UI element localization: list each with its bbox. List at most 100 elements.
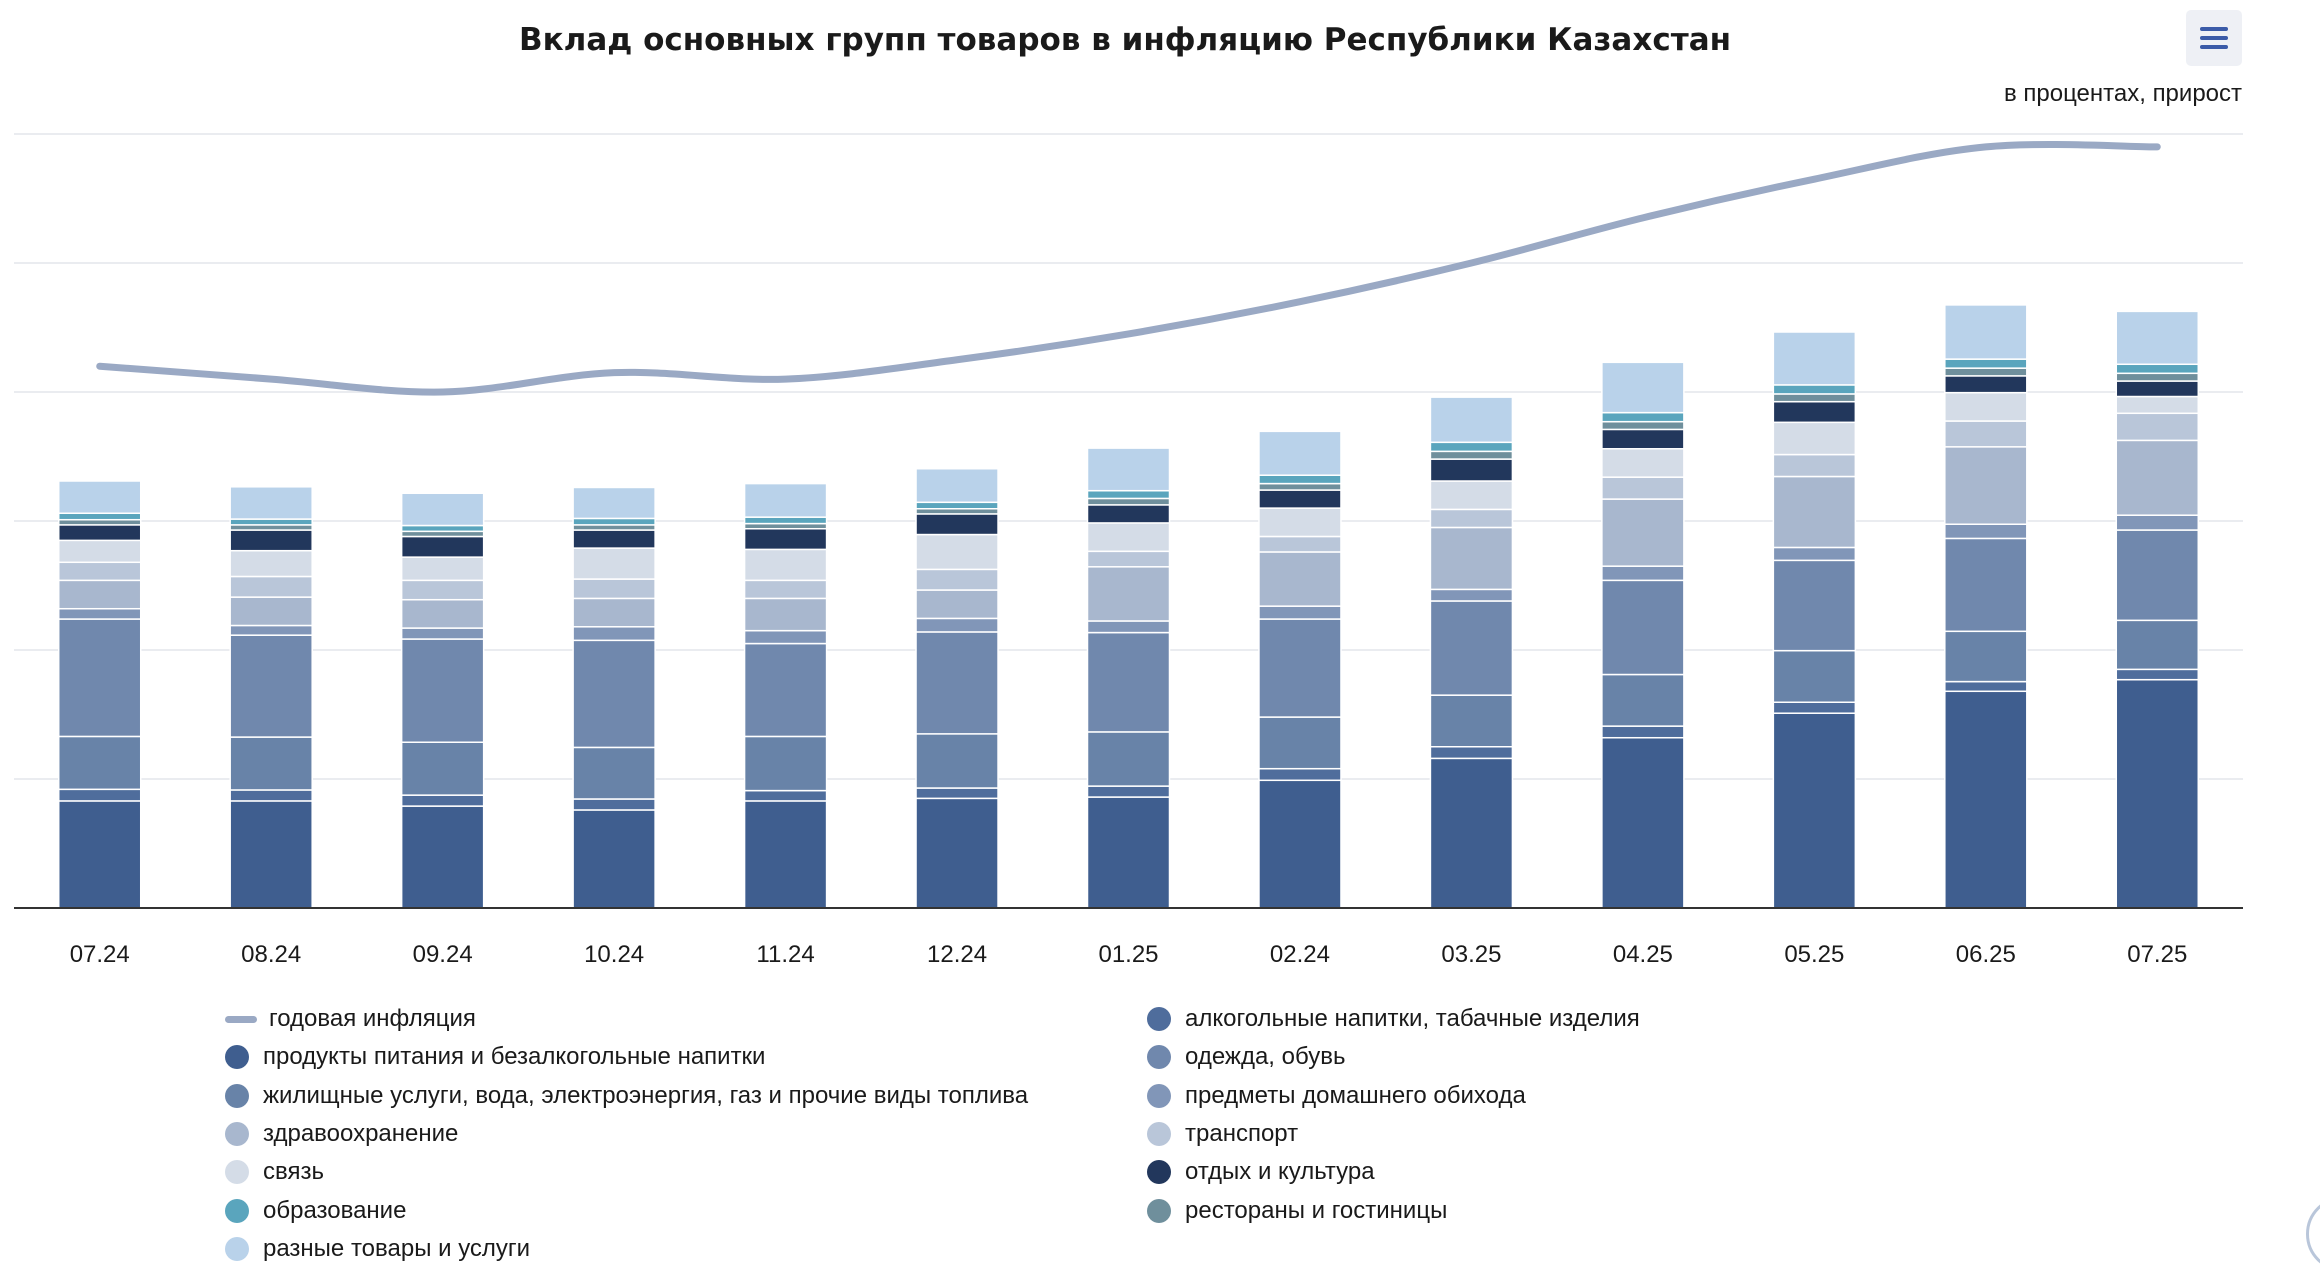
bar-segment[interactable] <box>1429 458 1514 482</box>
legend-item[interactable]: продукты питания и безалкогольные напитк… <box>225 1043 765 1071</box>
bar-segment[interactable] <box>1086 785 1171 798</box>
bar-segment[interactable] <box>1258 551 1342 607</box>
bar-segment[interactable] <box>1772 331 1857 386</box>
bar-segment[interactable] <box>1944 523 2028 540</box>
bar-segment[interactable] <box>1258 507 1342 538</box>
bar-segment[interactable] <box>915 501 999 510</box>
bar-segment[interactable] <box>572 547 656 580</box>
bar-segment[interactable] <box>743 642 828 738</box>
bar-segment[interactable] <box>1429 526 1514 591</box>
bar-segment[interactable] <box>915 513 999 536</box>
bar-segment[interactable] <box>743 579 828 600</box>
bar-segment[interactable] <box>1086 731 1171 787</box>
bar-segment[interactable] <box>400 627 485 640</box>
bar-segment[interactable] <box>229 486 313 520</box>
bar-segment[interactable] <box>57 788 142 802</box>
bar-segment[interactable] <box>572 517 656 526</box>
bar-segment[interactable] <box>2115 395 2200 415</box>
bar-segment[interactable] <box>1944 367 2028 377</box>
bar-segment[interactable] <box>743 629 828 645</box>
bar-segment[interactable] <box>57 524 142 542</box>
bar-segment[interactable] <box>743 482 828 518</box>
bar-segment[interactable] <box>57 579 142 610</box>
bar-segment[interactable] <box>400 492 485 527</box>
bar-segment[interactable] <box>572 486 656 520</box>
hamburger-menu-icon[interactable] <box>2186 10 2242 66</box>
bar-segment[interactable] <box>743 735 828 792</box>
bar-segment[interactable] <box>1258 767 1342 782</box>
legend-item[interactable]: связь <box>225 1158 324 1186</box>
bar-segment[interactable] <box>2115 412 2200 442</box>
bar-segment[interactable] <box>1772 475 1857 549</box>
bar-segment[interactable] <box>229 596 313 627</box>
bar-segment[interactable] <box>57 561 142 582</box>
bar-segment[interactable] <box>229 575 313 598</box>
legend-item[interactable]: жилищные услуги, вода, электроэнергия, г… <box>225 1082 1028 1110</box>
bar-segment[interactable] <box>1944 537 2028 633</box>
bar-segment[interactable] <box>1601 428 1685 450</box>
bar-segment[interactable] <box>743 516 828 525</box>
bar-segment[interactable] <box>1601 736 1685 909</box>
bar-segment[interactable] <box>743 548 828 582</box>
bar-segment[interactable] <box>400 805 485 909</box>
bar-segment[interactable] <box>1601 673 1685 727</box>
bar-segment[interactable] <box>1429 588 1514 602</box>
legend-item[interactable]: здравоохранение <box>225 1120 458 1148</box>
bar-segment[interactable] <box>1772 453 1857 478</box>
bar-segment[interactable] <box>1429 600 1514 696</box>
bar-segment[interactable] <box>572 524 656 531</box>
bar-segment[interactable] <box>1429 746 1514 760</box>
bar-segment[interactable] <box>572 798 656 811</box>
bar-segment[interactable] <box>915 589 999 620</box>
bar-segment[interactable] <box>1086 620 1171 634</box>
bar-segment[interactable] <box>2115 619 2200 671</box>
bar-segment[interactable] <box>1944 358 2028 369</box>
bar-segment[interactable] <box>572 746 656 800</box>
bar-segment[interactable] <box>400 638 485 743</box>
bar-segment[interactable] <box>1429 480 1514 511</box>
bar-segment[interactable] <box>1086 566 1171 622</box>
bar-segment[interactable] <box>57 735 142 791</box>
bar-segment[interactable] <box>915 733 999 789</box>
bar-segment[interactable] <box>572 597 656 628</box>
bar-segment[interactable] <box>1086 522 1171 553</box>
bar-segment[interactable] <box>400 598 485 629</box>
bar-segment[interactable] <box>1601 579 1685 676</box>
bar-segment[interactable] <box>743 522 828 530</box>
bar-segment[interactable] <box>57 512 142 521</box>
bar-segment[interactable] <box>229 800 313 909</box>
bar-segment[interactable] <box>1944 391 2028 422</box>
bar-segment[interactable] <box>1258 535 1342 553</box>
bar-segment[interactable] <box>1601 411 1685 423</box>
bar-segment[interactable] <box>2115 439 2200 516</box>
bar-segment[interactable] <box>1258 605 1342 620</box>
bar-segment[interactable] <box>1429 694 1514 748</box>
bar-segment[interactable] <box>1429 441 1514 453</box>
bar-segment[interactable] <box>1944 446 2028 525</box>
bar-segment[interactable] <box>915 568 999 591</box>
bar-segment[interactable] <box>2115 678 2200 909</box>
bar-segment[interactable] <box>229 634 313 738</box>
bar-segment[interactable] <box>572 578 656 600</box>
bar-segment[interactable] <box>1258 618 1342 718</box>
bar-segment[interactable] <box>1601 420 1685 431</box>
bar-segment[interactable] <box>1258 779 1342 909</box>
legend-item[interactable]: образование <box>225 1197 406 1225</box>
legend-item[interactable]: рестораны и гостиницы <box>1147 1197 1447 1225</box>
bar-segment[interactable] <box>400 524 485 533</box>
bar-segment[interactable] <box>1086 550 1171 568</box>
bar-segment[interactable] <box>1772 701 1857 714</box>
bar-segment[interactable] <box>1772 649 1857 703</box>
bar-segment[interactable] <box>1601 725 1685 739</box>
bar-segment[interactable] <box>57 539 142 564</box>
bar-segment[interactable] <box>915 468 999 504</box>
legend-item[interactable]: транспорт <box>1147 1120 1298 1148</box>
bar-segment[interactable] <box>1086 631 1171 733</box>
legend-item[interactable]: годовая инфляция <box>225 1005 476 1033</box>
bar-segment[interactable] <box>400 556 485 582</box>
bar-segment[interactable] <box>1601 361 1685 414</box>
bar-segment[interactable] <box>229 736 313 791</box>
bar-segment[interactable] <box>1086 447 1171 492</box>
bar-segment[interactable] <box>229 529 313 552</box>
bar-segment[interactable] <box>915 507 999 515</box>
